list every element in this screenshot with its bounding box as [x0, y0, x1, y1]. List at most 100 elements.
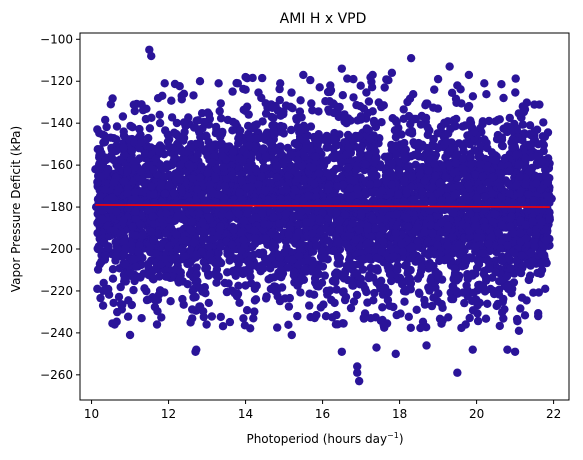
- data-point: [443, 254, 452, 263]
- data-point: [242, 306, 252, 315]
- data-point: [211, 174, 220, 183]
- data-point: [530, 242, 539, 251]
- data-point: [497, 161, 506, 170]
- data-point: [526, 141, 535, 150]
- data-point: [473, 301, 482, 310]
- data-point: [353, 269, 362, 278]
- data-point: [466, 160, 476, 169]
- data-point: [446, 124, 455, 134]
- data-point: [429, 261, 438, 271]
- data-point: [370, 288, 379, 298]
- data-point: [276, 111, 285, 120]
- data-point: [372, 253, 382, 263]
- data-point: [250, 239, 260, 248]
- data-point: [120, 237, 129, 246]
- data-point: [479, 249, 488, 258]
- data-point: [352, 100, 361, 110]
- data-point: [204, 213, 214, 222]
- data-point: [363, 108, 372, 118]
- data-point: [167, 96, 176, 105]
- data-point: [387, 159, 397, 168]
- data-point: [333, 320, 342, 329]
- data-point: [187, 217, 196, 226]
- data-point: [289, 270, 298, 280]
- data-point: [267, 253, 276, 262]
- data-point: [420, 300, 430, 309]
- data-point: [157, 313, 166, 322]
- data-point: [458, 288, 468, 297]
- data-point: [465, 313, 474, 323]
- data-point: [283, 263, 293, 272]
- data-point: [202, 320, 211, 329]
- data-point: [491, 198, 500, 208]
- data-point: [435, 179, 444, 188]
- data-point: [392, 262, 402, 272]
- data-point: [342, 261, 352, 270]
- data-point: [391, 229, 401, 238]
- data-point: [495, 321, 504, 331]
- data-point: [227, 171, 237, 180]
- data-point: [205, 180, 215, 189]
- data-point: [362, 88, 371, 97]
- data-point: [363, 298, 372, 307]
- data-point: [356, 81, 365, 90]
- data-point: [314, 270, 323, 279]
- data-point: [215, 140, 224, 149]
- data-point: [416, 120, 426, 129]
- data-point: [176, 160, 185, 170]
- data-point: [392, 150, 401, 160]
- data-point: [473, 316, 483, 326]
- data-point: [193, 185, 202, 194]
- data-point: [452, 114, 461, 124]
- data-point: [123, 189, 132, 198]
- data-point: [312, 241, 321, 250]
- data-point: [207, 312, 216, 321]
- data-point: [352, 184, 362, 194]
- data-point: [268, 121, 277, 130]
- data-point: [484, 116, 494, 126]
- data-point: [129, 285, 138, 295]
- data-point: [250, 233, 260, 243]
- data-point: [269, 113, 278, 123]
- data-point: [496, 169, 506, 179]
- data-point: [120, 177, 129, 186]
- data-point: [325, 97, 334, 106]
- data-point: [511, 88, 520, 97]
- data-point: [101, 115, 110, 125]
- data-point: [159, 172, 168, 181]
- data-point: [250, 296, 260, 305]
- data-point: [448, 232, 457, 242]
- data-point: [216, 242, 225, 251]
- data-point: [131, 214, 140, 223]
- data-point: [458, 142, 468, 151]
- data-point: [93, 228, 102, 238]
- data-point: [502, 122, 512, 131]
- data-point: [399, 105, 408, 114]
- data-point: [406, 323, 415, 332]
- data-point: [463, 181, 473, 190]
- data-point: [296, 96, 305, 105]
- data-point: [493, 115, 503, 125]
- data-point: [496, 244, 505, 253]
- data-point: [188, 305, 197, 314]
- point-cloud: [93, 73, 554, 333]
- data-point: [352, 290, 362, 300]
- data-point: [525, 271, 535, 280]
- data-point: [361, 160, 370, 169]
- data-point: [340, 269, 349, 279]
- data-point: [147, 182, 156, 191]
- data-point: [509, 228, 518, 238]
- data-point: [345, 184, 355, 193]
- plot-marks: [91, 45, 556, 386]
- data-point: [437, 319, 446, 328]
- data-point: [397, 239, 407, 249]
- data-point: [217, 151, 227, 161]
- data-point: [175, 174, 185, 184]
- data-point: [205, 242, 214, 251]
- data-point: [494, 229, 503, 238]
- data-point: [429, 135, 438, 144]
- data-point: [305, 289, 314, 298]
- data-point: [503, 233, 512, 242]
- data-point: [386, 188, 395, 198]
- data-point: [434, 270, 443, 279]
